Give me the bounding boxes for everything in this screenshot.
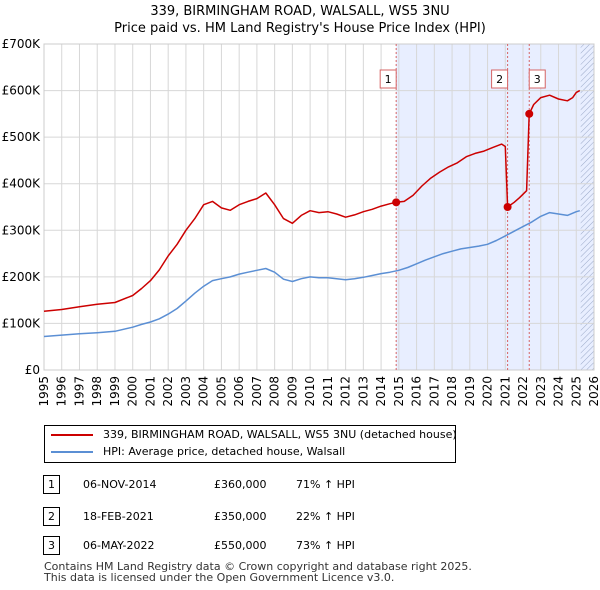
sale-number-box [379, 69, 397, 89]
x-tick-label: 2026 [587, 376, 600, 407]
sale-number-label: 1 [385, 73, 392, 86]
x-tick-label: 1995 [37, 376, 51, 407]
sale-date: 06-MAY-2022 [83, 539, 155, 552]
legend-label-property: 339, BIRMINGHAM ROAD, WALSALL, WS5 3NU (… [103, 428, 457, 441]
x-tick-label: 2023 [534, 376, 548, 407]
future-hatched-region [580, 44, 594, 370]
x-tick-label: 2017 [427, 376, 441, 407]
x-tick-label: 2015 [392, 376, 406, 407]
x-tick-label: 2014 [374, 376, 388, 407]
x-tick-label: 2024 [552, 376, 566, 407]
sale-number-box [528, 69, 546, 89]
sale-price: £350,000 [214, 510, 267, 523]
y-tick-label: £500K [2, 130, 42, 144]
footer-line-copyright: Contains HM Land Registry data © Crown c… [44, 560, 472, 573]
x-tick-label: 2019 [463, 376, 477, 407]
legend: 339, BIRMINGHAM ROAD, WALSALL, WS5 3NU (… [44, 425, 457, 463]
x-tick-label: 1996 [55, 376, 69, 407]
sale-point [503, 203, 512, 211]
sale-number-box [491, 69, 509, 89]
x-tick-label: 1999 [108, 376, 122, 407]
sale-row: 2 18-FEB-2021 £350,000 22% ↑ HPI [0, 507, 600, 529]
x-tick-label: 2001 [143, 376, 157, 407]
sale-hpi-delta: 22% ↑ HPI [296, 510, 355, 523]
x-tick-label: 2016 [410, 376, 424, 407]
price-chart: 1 2 3 £0 £100K £200K £300K £400K £500K £600K £700K… [2, 37, 600, 407]
sale-row: 3 06-MAY-2022 £550,000 73% ↑ HPI [0, 536, 600, 558]
x-tick-label: 2000 [126, 376, 140, 407]
sale-hpi-delta: 71% ↑ HPI [296, 478, 355, 491]
x-tick-label: 2013 [356, 376, 370, 407]
hpi-series-line [43, 209, 581, 338]
sale-number-badge: 3 [43, 536, 60, 555]
y-tick-label: £400K [2, 177, 42, 191]
x-tick-label: 2006 [232, 376, 246, 407]
legend-label-hpi: HPI: Average price, detached house, Wals… [103, 445, 346, 458]
x-tick-label: 2008 [268, 376, 282, 407]
x-tick-label: 2021 [498, 376, 512, 407]
x-tick-label: 2018 [445, 376, 459, 407]
y-tick-label: £600K [2, 84, 42, 98]
sale-point [392, 198, 401, 207]
sale-row: 1 06-NOV-2014 £360,000 71% ↑ HPI [0, 475, 600, 497]
x-tick-label: 2020 [481, 376, 495, 407]
property-series-line [43, 89, 581, 313]
footer-line-licence: This data is licensed under the Open Gov… [44, 571, 395, 584]
x-tick-label: 2004 [197, 376, 211, 407]
x-tick-label: 1997 [72, 376, 86, 407]
chart-subtitle: Price paid vs. HM Land Registry's House … [114, 21, 486, 36]
y-tick-label: £100K [2, 316, 42, 330]
y-tick-label: £700K [2, 37, 42, 51]
x-tick-label: 2025 [569, 376, 583, 407]
x-tick-label: 2002 [161, 376, 175, 407]
x-tick-label: 2012 [339, 376, 353, 407]
sale-date: 06-NOV-2014 [83, 478, 157, 491]
legend-swatch-property [51, 434, 93, 436]
ownership-shaded-region [396, 44, 594, 370]
sale-number-label: 2 [496, 73, 503, 86]
chart-title: 339, BIRMINGHAM ROAD, WALSALL, WS5 3NU [150, 4, 450, 19]
x-tick-label: 2007 [250, 376, 264, 407]
x-tick-label: 2003 [179, 376, 193, 407]
x-tick-label: 2010 [303, 376, 317, 407]
sale-number-badge: 1 [43, 475, 60, 494]
x-tick-label: 1998 [90, 376, 104, 407]
x-tick-label: 2011 [321, 376, 335, 407]
sale-number-label: 3 [534, 73, 541, 86]
y-tick-label: £0 [25, 363, 40, 377]
sale-price: £550,000 [214, 539, 267, 552]
x-tick-label: 2009 [285, 376, 299, 407]
footer-attribution: Contains HM Land Registry data © Crown c… [44, 561, 472, 583]
legend-swatch-hpi [51, 451, 93, 453]
x-tick-label: 2022 [516, 376, 530, 407]
y-tick-label: £200K [2, 270, 42, 284]
sale-price: £360,000 [214, 478, 267, 491]
plot-border [43, 43, 595, 371]
x-tick-label: 2005 [214, 376, 228, 407]
sale-hpi-delta: 73% ↑ HPI [296, 539, 355, 552]
sale-point [525, 109, 534, 118]
sale-date: 18-FEB-2021 [83, 510, 154, 523]
y-tick-label: £300K [2, 223, 42, 237]
sale-number-badge: 2 [43, 507, 60, 526]
